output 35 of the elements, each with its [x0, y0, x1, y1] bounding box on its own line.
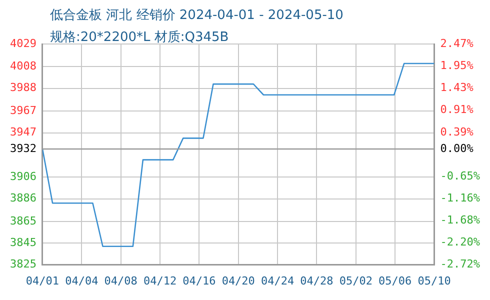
y2-tick-label: -0.65%: [440, 170, 480, 183]
x-tick-label: 05/10: [418, 274, 451, 288]
y-tick-label: 4008: [10, 60, 36, 73]
x-tick-label: 04/16: [182, 274, 216, 288]
y2-tick-label: 0.00%: [440, 142, 474, 155]
chart-subtitle: 规格:20*2200*L 材质:Q345B: [50, 29, 229, 46]
y-tick-label: 4029: [10, 36, 36, 50]
chart-title: 低合金板 河北 经销价 2024-04-01 - 2024-05-10: [50, 7, 344, 24]
x-tick-label: 05/02: [339, 274, 372, 288]
y-tick-label: 3886: [10, 192, 36, 205]
y2-tick-label: -2.20%: [440, 236, 480, 249]
y2-tick-label: 2.47%: [440, 36, 474, 50]
y-tick-label: 3865: [10, 214, 36, 228]
x-tick-label: 04/08: [104, 274, 138, 288]
y-tick-label: 3967: [10, 104, 36, 117]
x-tick-label: 04/12: [143, 274, 177, 288]
y-tick-label: 3906: [10, 170, 36, 183]
y-tick-label: 3932: [10, 142, 36, 155]
y-tick-label: 3845: [10, 236, 36, 250]
x-tick-label: 04/01: [26, 274, 60, 288]
x-tick-label: 04/28: [300, 274, 334, 288]
x-tick-label: 04/04: [65, 274, 99, 288]
y2-tick-label: -1.68%: [440, 213, 480, 226]
y-tick-label: 3825: [10, 258, 36, 271]
y2-tick-label: 1.43%: [440, 81, 474, 94]
y2-tick-label: 0.39%: [440, 125, 474, 138]
y2-tick-label: 1.95%: [440, 58, 474, 72]
y-tick-label: 3988: [10, 81, 36, 94]
y2-tick-label: 0.91%: [440, 103, 474, 116]
x-tick-label: 04/20: [222, 274, 255, 288]
y2-tick-label: -2.72%: [440, 258, 480, 271]
x-tick-label: 04/24: [260, 274, 294, 288]
x-tick-label: 05/06: [378, 274, 412, 288]
y2-tick-label: -1.16%: [440, 191, 480, 204]
y-tick-label: 3947: [10, 126, 36, 139]
